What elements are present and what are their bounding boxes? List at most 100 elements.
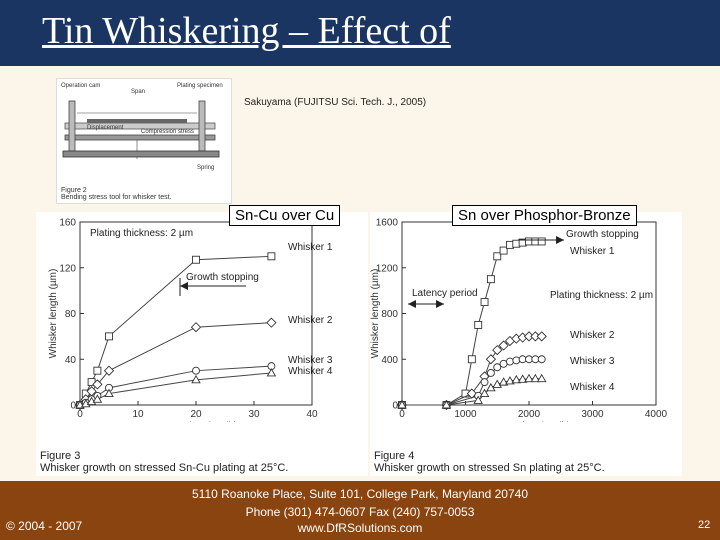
- chart-right-latency-arrowhead-left: [408, 300, 416, 308]
- chart-right-data-point: [441, 400, 452, 409]
- chart-left-y-tick-label: 80: [65, 309, 77, 320]
- footer-address-line-2: Phone (301) 474-0607 Fax (240) 757-0053: [245, 505, 475, 519]
- figure-3-caption-text: Whisker growth on stressed Sn-Cu plating…: [40, 462, 289, 474]
- chart-right-x-tick-label: 2000: [518, 409, 541, 420]
- chart-right-data-point: [530, 373, 541, 383]
- chart-right-x-tick-label: 1000: [454, 409, 477, 420]
- chart-right-data-point: [505, 357, 514, 366]
- chart-right-data-point: [486, 369, 495, 377]
- chart-right-title-box: Sn over Phosphor-Bronze: [452, 205, 637, 226]
- tool-post-right: [198, 100, 206, 152]
- chart-left-data-point: [92, 394, 103, 403]
- figure-3-caption-title: Figure 3: [40, 450, 81, 462]
- chart-left-y-axis-label: Whisker length (µm): [48, 269, 59, 359]
- chart-left-arrowhead: [180, 282, 188, 290]
- chart-left-y-tick-label: 40: [65, 355, 77, 366]
- chart-right: 0 1000 2000 3000 4000 0 400 800 1200 1600 Stress d…: [370, 218, 668, 423]
- chart-right-data-point: [512, 356, 521, 365]
- chart-right-series-label: Whisker 1: [570, 246, 615, 257]
- fig2-label-plating-specimen: Plating specimen: [177, 83, 223, 89]
- title-band: [0, 0, 720, 66]
- footer-website-link[interactable]: www.DfRSolutions.com: [297, 521, 423, 535]
- chart-right-x-axis-label: Stress duration (h): [488, 421, 570, 422]
- chart-right-y-tick-label: 800: [381, 309, 398, 320]
- chart-left-data-point: [192, 366, 200, 375]
- chart-right-series-label: Whisker 4: [570, 382, 615, 393]
- plating-specimen-shape: [87, 119, 187, 123]
- chart-right-data-point: [473, 395, 483, 404]
- chart-right-data-point: [485, 354, 497, 365]
- chart-right-latency-arrowhead-right: [436, 300, 444, 308]
- chart-right-data-point: [537, 237, 546, 246]
- fig2-label-displacement: Displacement: [87, 125, 124, 131]
- fig2-label-span: Span: [131, 89, 146, 95]
- chart-right-data-point: [536, 373, 547, 383]
- chart-left-x-tick-label: 10: [132, 409, 144, 420]
- chart-left-x-tick-label: 40: [306, 409, 318, 420]
- citation: Sakuyama (FUJITSU Sci. Tech. J., 2005): [244, 97, 427, 108]
- chart-right-x-tick-label: 0: [399, 409, 405, 420]
- tool-bar-bottom: [64, 134, 216, 141]
- chart-left-data-point: [103, 365, 115, 376]
- chart-left-data-point: [105, 332, 113, 341]
- chart-left-x-tick-label: 20: [190, 409, 202, 420]
- chart-left-series-label: Whisker 4: [288, 366, 333, 377]
- chart-left-x-tick-label: 30: [248, 409, 260, 420]
- chart-right-growth-stopping-label: Growth stopping: [566, 229, 639, 240]
- chart-left-data-point: [266, 317, 277, 328]
- fig2-label-spring: Spring: [197, 165, 215, 171]
- chart-right-plating-thickness-label: Plating thickness: 2 µm: [550, 290, 653, 301]
- page-number: 22: [698, 519, 711, 531]
- chart-right-data-point: [492, 344, 503, 356]
- bending-tool-drawing: [62, 100, 220, 159]
- chart-right-series-label: Whisker 2: [570, 330, 615, 341]
- chart-right-series-4: [397, 373, 547, 409]
- chart-left-data-point: [92, 379, 103, 390]
- chart-right-data-point: [486, 275, 495, 284]
- fig2-label-compression-stress: Compression stress: [141, 129, 195, 135]
- chart-right-data-point: [492, 379, 503, 388]
- chart-right-data-point: [480, 298, 489, 307]
- chart-left-data-point: [266, 368, 277, 377]
- chart-right-data-point: [493, 252, 502, 261]
- chart-right-data-point: [517, 374, 528, 383]
- chart-right-x-tick-label: 4000: [645, 409, 668, 420]
- tool-base: [62, 150, 220, 158]
- chart-left-title-box: Sn-Cu over Cu: [229, 205, 341, 226]
- chart-left-growth-stopping-label: Growth stopping: [186, 272, 259, 283]
- figure-2-bending-tool: Operation cam Span Plating specimen Disp…: [56, 78, 232, 204]
- fig2-label-operation-cam: Operation cam: [61, 83, 101, 89]
- chart-right-series-1: [398, 237, 546, 409]
- chart-right-x-tick-label: 3000: [581, 409, 604, 420]
- chart-left-series-label: Whisker 1: [288, 242, 333, 253]
- chart-left-series-label: Whisker 3: [288, 355, 333, 366]
- chart-right-y-axis-label: Whisker length (µm): [370, 269, 381, 359]
- chart-right-data-point: [467, 355, 476, 364]
- chart-right-y-tick-label: 1600: [376, 218, 399, 229]
- fig2-caption-text: Bending stress tool for whisker test.: [61, 194, 172, 201]
- chart-left-plating-thickness-label: Plating thickness: 2 µm: [90, 228, 193, 239]
- chart-right-data-point: [498, 340, 509, 351]
- chart-right-data-point: [524, 373, 534, 383]
- tool-post-left: [68, 100, 76, 152]
- chart-right-data-point: [536, 331, 547, 342]
- chart-left-series-4: [75, 368, 277, 409]
- chart-right-data-point: [479, 388, 490, 398]
- chart-right-data-point: [511, 374, 522, 384]
- chart-left-data-point: [267, 252, 276, 261]
- chart-left-data-point: [93, 366, 102, 375]
- footer-bar: 5110 Roanoke Place, Suite 101, College P…: [0, 481, 720, 540]
- chart-right-data-point: [397, 400, 407, 409]
- chart-right-data-point: [498, 377, 509, 386]
- chart-left-x-axis-label: Stress duration (h): [155, 421, 237, 422]
- chart-right-data-point: [537, 355, 546, 364]
- chart-left-data-point: [190, 322, 202, 333]
- chart-right-y-tick-label: 400: [381, 355, 398, 366]
- chart-right-arrowhead: [556, 236, 564, 244]
- chart-right-latency-period-label: Latency period: [412, 288, 478, 299]
- figure-4-caption-text: Whisker growth on stressed Sn plating at…: [374, 462, 605, 474]
- chart-right-y-tick-label: 1200: [376, 263, 399, 274]
- chart-right-data-point: [499, 246, 508, 255]
- chart-right-data-point: [505, 376, 515, 385]
- chart-right-data-point: [480, 378, 489, 387]
